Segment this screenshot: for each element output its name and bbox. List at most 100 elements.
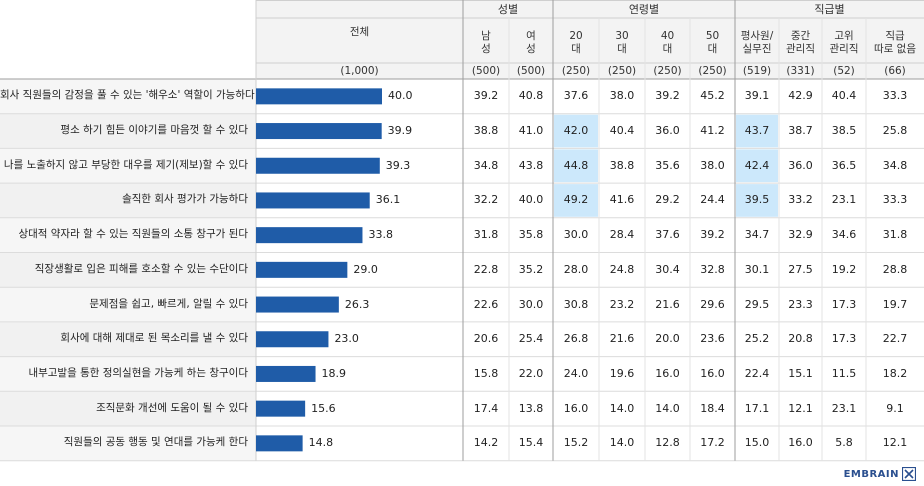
table-cell: 49.2 xyxy=(563,193,589,207)
table-cell: 30.1 xyxy=(744,262,770,276)
table-cell: 22.6 xyxy=(473,297,499,311)
table-cell: 28.4 xyxy=(609,228,635,242)
table-cell: 44.8 xyxy=(563,158,589,172)
table-cell: 41.6 xyxy=(609,193,635,207)
table-cell: 30.0 xyxy=(563,228,589,242)
table-cell: 12.8 xyxy=(655,436,680,450)
bar-value-label: 14.8 xyxy=(308,436,334,450)
header-col-base: (250) xyxy=(561,65,591,77)
header-col-base: (500) xyxy=(471,65,501,77)
table-cell: 39.2 xyxy=(473,89,499,103)
table-cell: 36.0 xyxy=(655,124,680,138)
table-cell: 22.7 xyxy=(882,332,908,346)
table-cell: 40.8 xyxy=(518,89,544,103)
table-cell: 42.0 xyxy=(563,124,589,138)
row-label: 솔직한 회사 평가가 가능하다 xyxy=(122,193,248,206)
row-label: 상대적 약자라 할 수 있는 직원들의 소통 창구가 된다 xyxy=(18,228,248,241)
table-cell: 41.0 xyxy=(518,124,544,138)
bar xyxy=(256,88,382,105)
bar-value-label: 33.8 xyxy=(368,228,393,242)
table-cell: 24.4 xyxy=(700,193,725,207)
row-label: 내부고발을 통한 정의실현을 가능케 하는 창구이다 xyxy=(28,366,248,379)
table-cell: 17.4 xyxy=(473,401,499,415)
table-cell: 23.3 xyxy=(788,297,813,311)
table-cell: 23.2 xyxy=(609,297,635,311)
header-total-label: 전체 xyxy=(349,26,370,38)
table-cell: 16.0 xyxy=(563,401,589,415)
highlight-cell xyxy=(736,184,778,217)
table-cell: 23.6 xyxy=(700,332,725,346)
header-col-label: 40 xyxy=(660,30,675,42)
table-cell: 31.8 xyxy=(882,228,908,242)
label-row-background xyxy=(0,113,256,149)
bar xyxy=(256,123,382,140)
table-cell: 42.4 xyxy=(744,158,770,172)
highlight-cell xyxy=(554,184,598,217)
table-cell: 17.3 xyxy=(831,332,857,346)
table-cell: 32.2 xyxy=(473,193,499,207)
bar xyxy=(256,400,306,417)
table-cell: 34.8 xyxy=(882,158,908,172)
table-cell: 22.4 xyxy=(744,366,770,380)
row-label: 평소 하기 힘든 이야기를 마음껏 할 수 있다 xyxy=(60,124,248,137)
bar-value-label: 15.6 xyxy=(311,401,336,415)
row-label: 조직문화 개선에 도움이 될 수 있다 xyxy=(96,401,248,414)
table-cell: 40.4 xyxy=(609,124,635,138)
header-col-base: (519) xyxy=(742,65,772,77)
header-col-label: 평사원/ xyxy=(740,30,774,42)
table-cell: 35.8 xyxy=(518,228,544,242)
label-column-header-blank xyxy=(0,63,256,79)
table-cell: 16.0 xyxy=(700,366,725,380)
bar xyxy=(256,435,303,452)
table-cell: 14.0 xyxy=(655,401,680,415)
header-col-label: 대 xyxy=(617,43,627,55)
header-col-base: (250) xyxy=(653,65,682,77)
table-cell: 22.0 xyxy=(518,366,544,380)
table-cell: 23.1 xyxy=(831,193,857,207)
bar xyxy=(256,296,339,313)
label-row-background xyxy=(0,183,256,218)
header-col-label: 실무진 xyxy=(742,43,772,55)
table-cell: 15.1 xyxy=(788,366,813,380)
table-cell: 19.7 xyxy=(882,297,908,311)
row-label: 직장생활로 입은 피해를 호소할 수 있는 수단이다 xyxy=(34,262,248,275)
header-group-0: 성별 xyxy=(497,3,519,16)
bar xyxy=(256,192,370,209)
header-col-base: (52) xyxy=(833,65,855,77)
brand-name: EMBRAIN xyxy=(843,468,899,480)
header-col-base: (500) xyxy=(516,65,546,77)
table-cell: 14.2 xyxy=(473,436,499,450)
bar-value-label: 26.3 xyxy=(344,297,370,311)
bar-value-label: 18.9 xyxy=(321,366,347,380)
table-cell: 32.9 xyxy=(788,228,813,242)
table-cell: 17.2 xyxy=(700,436,725,450)
table-cell: 12.1 xyxy=(882,436,908,450)
brand-mark-icon xyxy=(902,467,916,481)
table-cell: 15.8 xyxy=(473,366,499,380)
table-cell: 16.0 xyxy=(788,436,813,450)
header-col-label: 따로 없음 xyxy=(874,43,916,55)
label-row-background xyxy=(0,356,256,392)
table-cell: 38.0 xyxy=(700,158,725,172)
table-cell: 33.3 xyxy=(882,193,908,207)
row-label: 직원들의 공동 행동 및 연대를 가능케 한다 xyxy=(63,436,248,449)
table-cell: 25.2 xyxy=(744,332,770,346)
table-cell: 38.5 xyxy=(831,124,857,138)
table-cell: 30.8 xyxy=(563,297,589,311)
header-col-label: 여 xyxy=(526,30,536,42)
table-cell: 38.0 xyxy=(609,89,635,103)
table-cell: 45.2 xyxy=(700,89,725,103)
header-col-label: 대 xyxy=(571,43,581,55)
table-cell: 25.8 xyxy=(882,124,908,138)
table-cell: 32.8 xyxy=(700,262,725,276)
highlight-cell xyxy=(736,114,778,148)
table-cell: 20.0 xyxy=(655,332,680,346)
table-cell: 20.8 xyxy=(788,332,813,346)
highlight-cell xyxy=(554,149,598,183)
bar xyxy=(256,261,348,278)
bar xyxy=(256,227,363,244)
table-cell: 18.2 xyxy=(882,366,908,380)
header-col-label: 관리직 xyxy=(786,43,815,55)
table-cell: 24.8 xyxy=(609,262,635,276)
label-row-background xyxy=(0,287,256,322)
